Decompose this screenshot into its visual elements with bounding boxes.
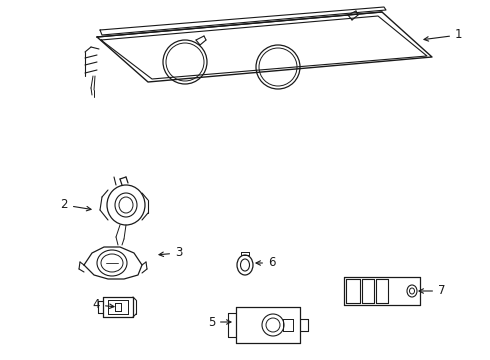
Text: 1: 1 — [424, 28, 463, 41]
Text: 3: 3 — [159, 247, 182, 260]
Text: 5: 5 — [208, 315, 231, 328]
Text: 7: 7 — [419, 284, 445, 297]
Text: 4: 4 — [93, 298, 114, 311]
Text: 6: 6 — [256, 256, 275, 270]
Text: 2: 2 — [60, 198, 91, 211]
